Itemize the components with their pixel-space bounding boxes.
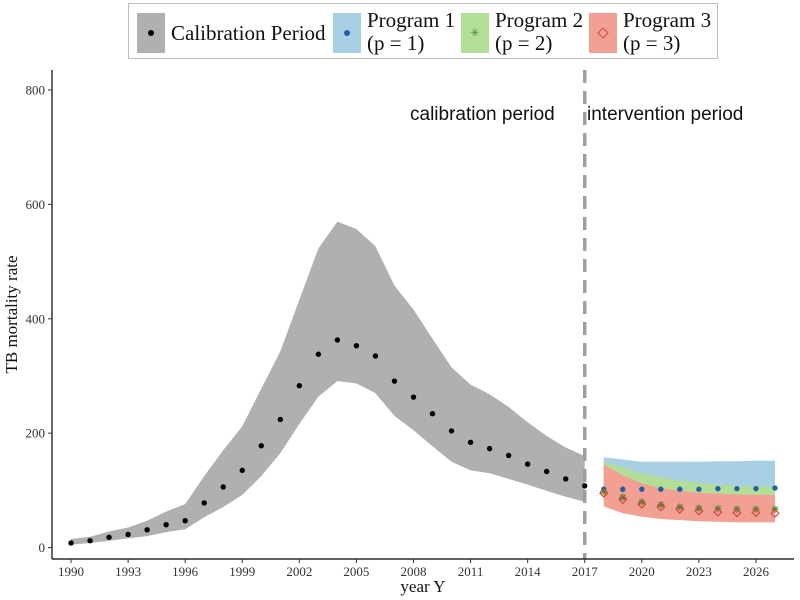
program-2-point: [657, 501, 665, 509]
calibration-point: [429, 411, 436, 417]
program-3-point: [656, 502, 666, 512]
calibration-point: [239, 467, 245, 474]
legend-marker-program-3: [597, 27, 609, 39]
calibration-period-label: calibration period: [410, 104, 555, 125]
calibration-point: [334, 337, 341, 343]
legend-key-program-3: [589, 13, 617, 53]
y-tick-label: 800: [26, 83, 46, 98]
program-1-point: [772, 485, 778, 491]
calibration-point: [562, 476, 569, 482]
x-tick-label: 2005: [343, 564, 369, 579]
calibration-point: [486, 445, 493, 452]
x-tick-label: 2017: [572, 564, 599, 579]
legend: Calibration Period Program 1 (p = 1) ✳ P…: [128, 3, 718, 59]
program-1-point: [715, 485, 721, 492]
legend-marker-calibration: [148, 30, 154, 36]
y-tick-label: 0: [39, 540, 46, 555]
legend-label-program-3: Program 3 (p = 3): [623, 9, 711, 55]
calibration-point: [87, 537, 93, 544]
legend-label-program-1-line1: Program 1: [367, 8, 456, 32]
program-1-point: [677, 486, 683, 492]
calibration-point: [448, 428, 455, 434]
y-axis-title: TB mortality rate: [2, 255, 21, 373]
calibration-point: [220, 484, 226, 490]
calibration-point: [106, 534, 112, 540]
program-1-point: [639, 486, 645, 492]
legend-label-calibration: Calibration Period: [171, 21, 326, 45]
program-1-point: [696, 486, 702, 492]
legend-key-program-2: ✳: [461, 13, 489, 53]
legend-key-calibration: [137, 13, 165, 53]
program-1-point: [734, 485, 740, 492]
legend-marker-program-1: [344, 30, 350, 36]
legend-key-program-1: [333, 13, 361, 53]
calibration-point: [372, 353, 379, 359]
calibration-point: [163, 521, 169, 528]
x-tick-label: 2026: [743, 564, 770, 579]
program-3-point: [637, 499, 647, 509]
x-tick-label: 2023: [686, 564, 712, 579]
legend-label-program-3-line2: (p = 3): [623, 31, 681, 55]
program-3-band: [603, 464, 775, 523]
calibration-point: [182, 517, 188, 524]
program-2-point: [695, 504, 703, 512]
calibration-point: [353, 342, 360, 349]
calibration-point: [125, 531, 131, 538]
program-1-point: [658, 486, 664, 492]
calibration-point: [201, 500, 207, 506]
data-points: [68, 337, 780, 546]
program-3-point: [770, 508, 780, 518]
program-3-point: [751, 508, 761, 518]
program-1-point: [753, 485, 759, 492]
program-3-point: [713, 507, 723, 517]
uncertainty-bands: [71, 221, 775, 545]
calibration-point: [315, 351, 322, 357]
legend-label-program-1-line2: (p = 1): [367, 31, 425, 55]
program-2-point: [676, 503, 684, 511]
x-tick-label: 1993: [115, 564, 141, 579]
x-tick-label: 1999: [229, 564, 255, 579]
calibration-point: [258, 443, 264, 449]
y-tick-label: 200: [26, 426, 46, 441]
x-tick-label: 2002: [286, 564, 312, 579]
y-tick-label: 600: [26, 197, 46, 212]
legend-label-program-2-line1: Program 2: [495, 8, 584, 32]
x-tick-label: 2020: [629, 564, 655, 579]
x-tick-label: 2008: [400, 564, 426, 579]
calibration-point: [391, 378, 398, 384]
program-2-point: [638, 498, 646, 506]
program-2-point: [619, 493, 627, 501]
program-3-point: [694, 506, 704, 516]
calibration-point: [505, 452, 512, 459]
calibration-point: [467, 439, 474, 446]
calibration-point: [277, 416, 284, 423]
intervention-period-label: intervention period: [587, 104, 744, 125]
legend-label-program-1: Program 1 (p = 1): [367, 9, 455, 55]
x-tick-label: 1996: [172, 564, 199, 579]
calibration-point: [543, 468, 550, 475]
program-3-point: [599, 488, 609, 498]
program-3-point: [675, 504, 685, 514]
y-tick-label: 400: [26, 311, 46, 326]
x-tick-label: 1990: [58, 564, 84, 579]
calibration-point: [144, 527, 150, 533]
calibration-point: [582, 483, 588, 489]
legend-marker-program-2: ✳: [470, 26, 480, 40]
program-3-point: [732, 508, 742, 518]
calibration-point: [296, 383, 303, 389]
calibration-point: [68, 540, 74, 546]
legend-label-program-3-line1: Program 3: [623, 8, 712, 32]
calibration-band: [71, 221, 585, 545]
program-1-point: [620, 486, 626, 492]
legend-label-program-2-line2: (p = 2): [495, 31, 553, 55]
x-axis-title: year Y: [400, 577, 445, 596]
program-3-point: [618, 494, 628, 505]
axes: 0 200 400 600 800 1990 1993 1996 1999 2002 2005 200…: [2, 70, 794, 596]
x-tick-label: 2014: [515, 564, 542, 579]
calibration-point: [524, 461, 531, 467]
x-tick-label: 2011: [458, 564, 484, 579]
calibration-point: [410, 394, 417, 400]
legend-label-program-2: Program 2 (p = 2): [495, 9, 583, 55]
